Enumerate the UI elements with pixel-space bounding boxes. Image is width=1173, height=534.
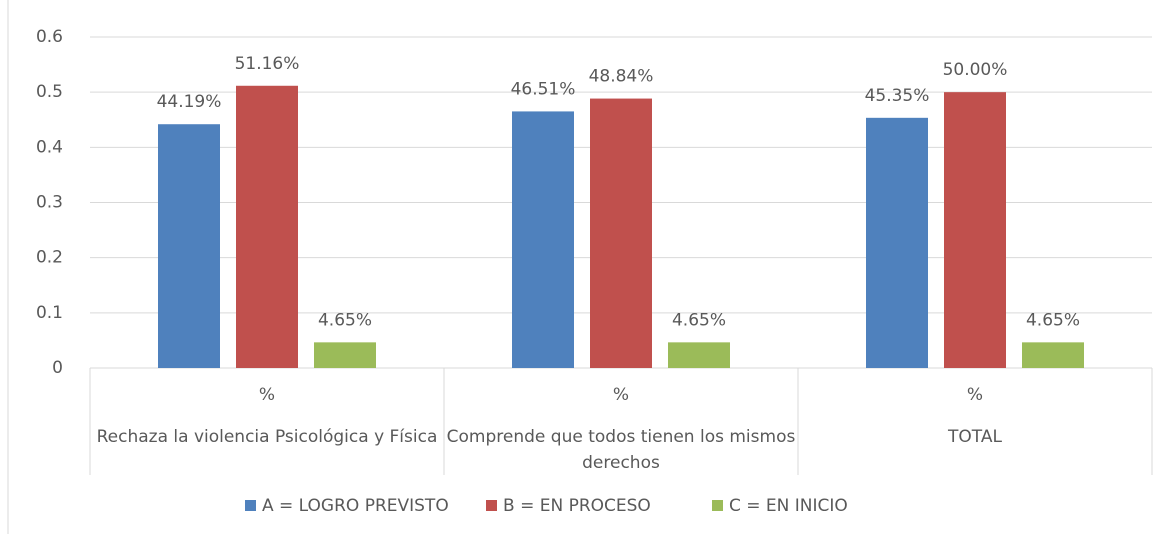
y-tick-label: 0.6 bbox=[36, 27, 63, 47]
bar bbox=[158, 124, 220, 368]
bar bbox=[944, 92, 1006, 369]
data-label: 48.84% bbox=[589, 67, 654, 87]
legend-label: C = EN INICIO bbox=[729, 496, 848, 516]
data-label: 50.00% bbox=[943, 60, 1008, 80]
data-label: 44.19% bbox=[157, 92, 222, 112]
bar bbox=[590, 98, 652, 368]
data-label: 51.16% bbox=[235, 54, 300, 74]
x-tick-label: % bbox=[967, 385, 983, 405]
data-label: 45.35% bbox=[865, 86, 930, 106]
y-tick-label: 0 bbox=[52, 358, 63, 378]
y-tick-label: 0.1 bbox=[36, 303, 63, 323]
y-tick-label: 0.4 bbox=[36, 137, 63, 157]
x-tick-label: % bbox=[613, 385, 629, 405]
legend-swatch bbox=[486, 500, 497, 511]
group-label: Comprende que todos tienen los mismos de… bbox=[446, 427, 796, 473]
bar bbox=[236, 85, 298, 368]
y-tick-label: 0.5 bbox=[36, 82, 63, 102]
bar bbox=[512, 111, 574, 368]
data-label: 46.51% bbox=[511, 79, 576, 99]
data-label: 4.65% bbox=[1026, 310, 1080, 330]
y-tick-label: 0.2 bbox=[36, 248, 63, 268]
y-tick-label: 0.3 bbox=[36, 193, 63, 213]
legend-swatch bbox=[245, 500, 256, 511]
group-label: TOTAL bbox=[948, 427, 1002, 447]
bar bbox=[668, 342, 730, 368]
legend-label: A = LOGRO PREVISTO bbox=[262, 496, 449, 516]
data-label: 4.65% bbox=[318, 310, 372, 330]
group-label: Rechaza la violencia Psicológica y Físic… bbox=[96, 427, 438, 447]
bar bbox=[314, 342, 376, 368]
data-label: 4.65% bbox=[672, 310, 726, 330]
bar bbox=[1022, 342, 1084, 368]
x-tick-label: % bbox=[259, 385, 275, 405]
legend-label: B = EN PROCESO bbox=[503, 496, 651, 516]
legend-swatch bbox=[712, 500, 723, 511]
bar bbox=[866, 117, 928, 368]
